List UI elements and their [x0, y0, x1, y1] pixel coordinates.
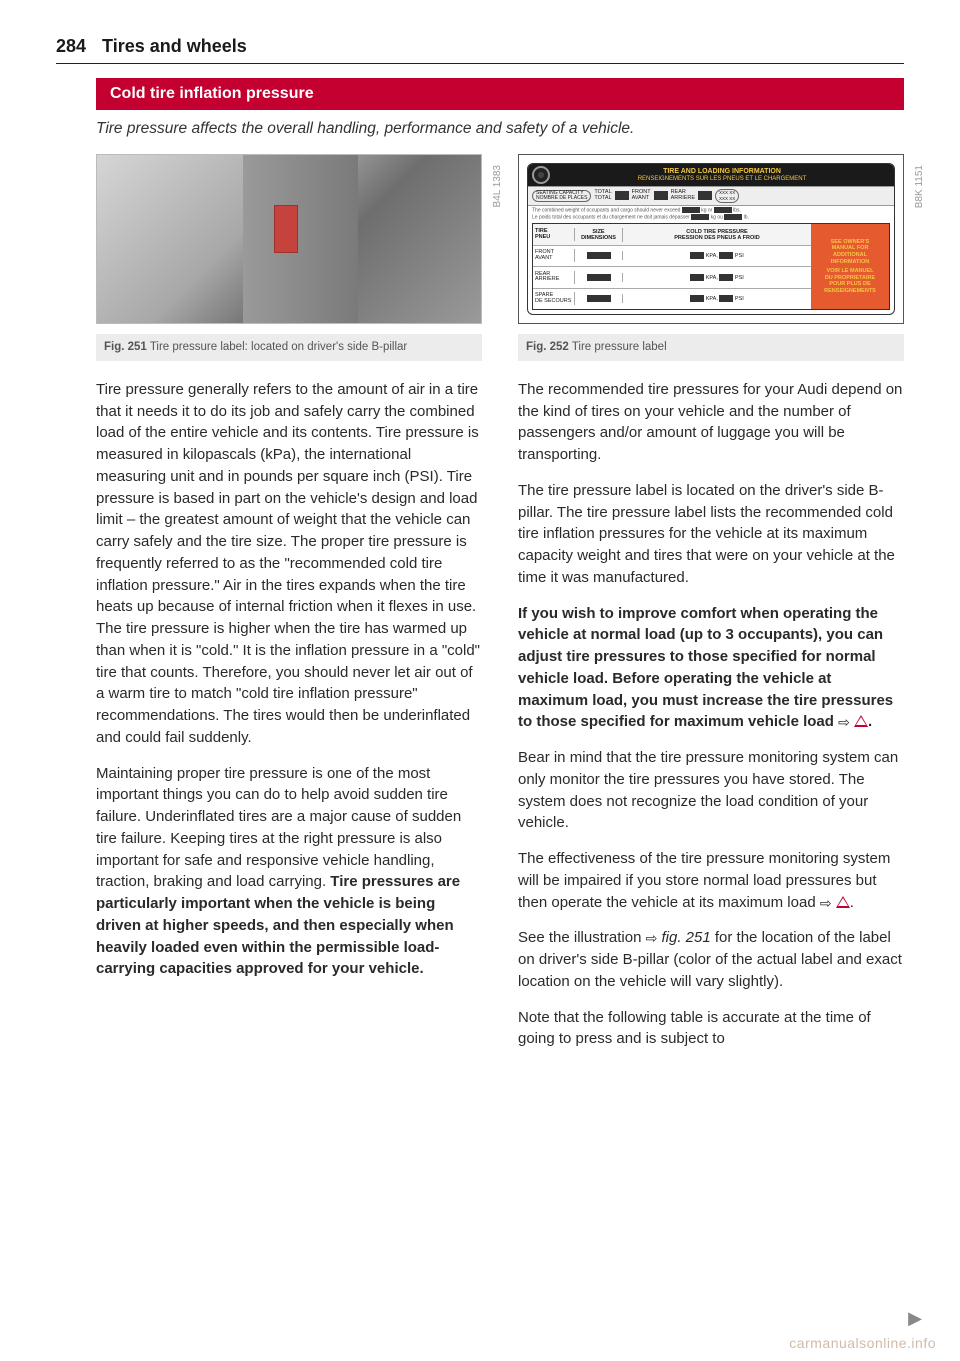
section-title: Tires and wheels	[102, 36, 247, 57]
right-p4: Bear in mind that the tire pressure moni…	[518, 747, 904, 834]
continuation-arrow-icon: ▶	[908, 1308, 922, 1329]
placard-title-en: TIRE AND LOADING INFORMATION	[554, 168, 890, 176]
figure-252-caption-num: Fig. 252	[526, 341, 569, 353]
page-number: 284	[56, 36, 86, 57]
right-p6a: See the illustration	[518, 929, 646, 946]
warning-triangle-icon	[854, 715, 868, 727]
tire-icon	[532, 166, 550, 184]
placard-orange-panel: SEE OWNER'S MANUAL FOR ADDITIONAL INFORM…	[811, 224, 889, 309]
figure-252-code: B8K 1151	[914, 165, 925, 208]
cap-rear-fr: ARRIERE	[671, 196, 695, 202]
right-p6: See the illustration ⇨ fig. 251 for the …	[518, 927, 904, 992]
left-column: B4L 1383 Fig. 251 Tire pressure label: l…	[96, 154, 482, 1064]
figure-252-image: B8K 1151 TIRE AND LOADING INFORMATION RE…	[518, 154, 904, 324]
left-body: Tire pressure generally refers to the am…	[96, 379, 482, 980]
figure-252-caption: Fig. 252 Tire pressure label	[518, 334, 904, 361]
figure-252-caption-text: Tire pressure label	[569, 341, 667, 353]
figure-251-image: B4L 1383	[96, 154, 482, 324]
left-p2: Maintaining proper tire pressure is one …	[96, 763, 482, 981]
watermark: carmanualsonline.info	[789, 1335, 936, 1351]
figure-251-caption: Fig. 251 Tire pressure label: located on…	[96, 334, 482, 361]
right-p1: The recommended tire pressures for your …	[518, 379, 904, 466]
right-p5a: The effectiveness of the tire pressure m…	[518, 850, 890, 911]
placard-capacity-row: SEATING CAPACITY NOMBRE DE PLACES TOTAL …	[528, 186, 894, 206]
right-p3-bold: If you wish to improve comfort when oper…	[518, 605, 893, 731]
right-column: B8K 1151 TIRE AND LOADING INFORMATION RE…	[518, 154, 904, 1064]
figure-251-caption-num: Fig. 251	[104, 341, 147, 353]
placard-note: The combined weight of occupants and car…	[528, 206, 894, 222]
cap-label-fr: NOMBRE DE PLACES	[536, 196, 587, 201]
right-body: The recommended tire pressures for your …	[518, 379, 904, 1050]
left-p2a: Maintaining proper tire pressure is one …	[96, 765, 461, 891]
warning-triangle-icon	[836, 896, 850, 908]
page-header: 284 Tires and wheels	[56, 36, 904, 64]
figure-251-code: B4L 1383	[492, 165, 503, 207]
topic-heading: Cold tire inflation pressure	[96, 78, 904, 110]
cap-total2: TOTAL	[594, 196, 611, 202]
left-p1: Tire pressure generally refers to the am…	[96, 379, 482, 749]
figure-251: B4L 1383	[96, 154, 482, 324]
right-p5: The effectiveness of the tire pressure m…	[518, 848, 904, 913]
right-p7: Note that the following table is accurat…	[518, 1007, 904, 1051]
right-p2: The tire pressure label is located on th…	[518, 480, 904, 589]
tire-placard: TIRE AND LOADING INFORMATION RENSEIGNEME…	[527, 163, 895, 315]
reference-arrow-icon: ⇨	[820, 893, 832, 913]
right-p3: If you wish to improve comfort when oper…	[518, 603, 904, 734]
topic-subtitle: Tire pressure affects the overall handli…	[96, 120, 904, 138]
right-p6-figref: fig. 251	[661, 929, 710, 946]
figure-251-caption-text: Tire pressure label: located on driver's…	[147, 341, 407, 353]
cap-front-fr: AVANT	[632, 196, 651, 202]
figure-252: B8K 1151 TIRE AND LOADING INFORMATION RE…	[518, 154, 904, 324]
placard-table: TIREPNEU SIZEDIMENSIONS COLD TIRE PRESSU…	[532, 223, 890, 310]
reference-arrow-icon: ⇨	[646, 928, 658, 948]
reference-arrow-icon: ⇨	[838, 712, 850, 732]
placard-title-fr: RENSEIGNEMENTS SUR LES PNEUS ET LE CHARG…	[554, 176, 890, 183]
